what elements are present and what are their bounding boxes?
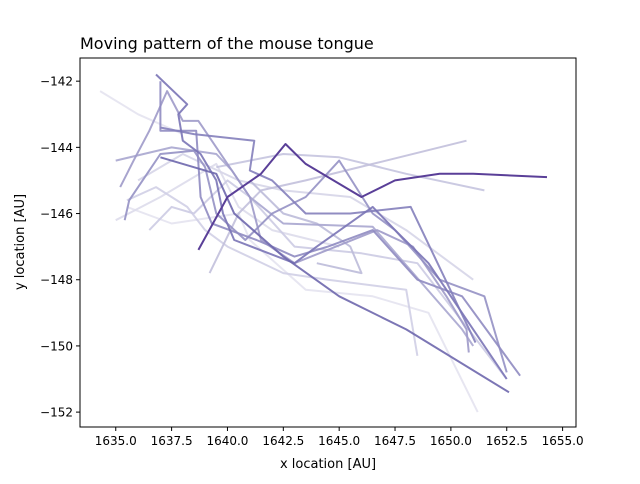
x-tick-label: 1635.0 — [95, 434, 137, 448]
x-tick-label: 1647.5 — [374, 434, 416, 448]
series-layer — [99, 73, 548, 413]
x-tick-label: 1637.5 — [151, 434, 193, 448]
plot-frame — [79, 57, 577, 428]
trajectory-line-17 — [197, 143, 548, 251]
trajectory-line-2 — [126, 205, 479, 413]
x-axis: 1635.0 1637.5 1640.0 1642.5 1645.0 1647.5 1650… — [95, 427, 584, 448]
y-tick-label: −146 — [40, 207, 73, 221]
y-axis-label: y location [AU] — [13, 194, 28, 290]
y-tick-label: −142 — [40, 75, 73, 89]
trajectory-line-15 — [155, 73, 508, 380]
y-tick-label: −148 — [40, 273, 73, 287]
x-axis-label: x location [AU] — [280, 457, 376, 472]
trajectory-line-12 — [123, 149, 508, 373]
y-tick-label: −150 — [40, 339, 73, 353]
x-tick-label: 1642.5 — [262, 434, 304, 448]
trajectory-line-7 — [216, 153, 485, 192]
x-tick-label: 1645.0 — [318, 434, 360, 448]
y-tick-label: −144 — [40, 141, 73, 155]
chart-title: Moving pattern of the mouse tongue — [80, 34, 374, 53]
trajectory-line-14 — [160, 126, 477, 344]
trajectory-line-5 — [126, 186, 419, 356]
trajectory-line-1 — [99, 90, 184, 136]
x-tick-label: 1655.0 — [542, 434, 584, 448]
x-tick-label: 1640.0 — [206, 434, 248, 448]
trajectory-line-8 — [208, 139, 467, 274]
x-tick-label: 1650.0 — [430, 434, 472, 448]
trajectory-line-16 — [160, 156, 510, 394]
y-axis: −142 −144 −146 −148 −150 −152 — [40, 75, 80, 420]
y-tick-label: −152 — [40, 406, 73, 420]
x-tick-label: 1652.5 — [486, 434, 528, 448]
